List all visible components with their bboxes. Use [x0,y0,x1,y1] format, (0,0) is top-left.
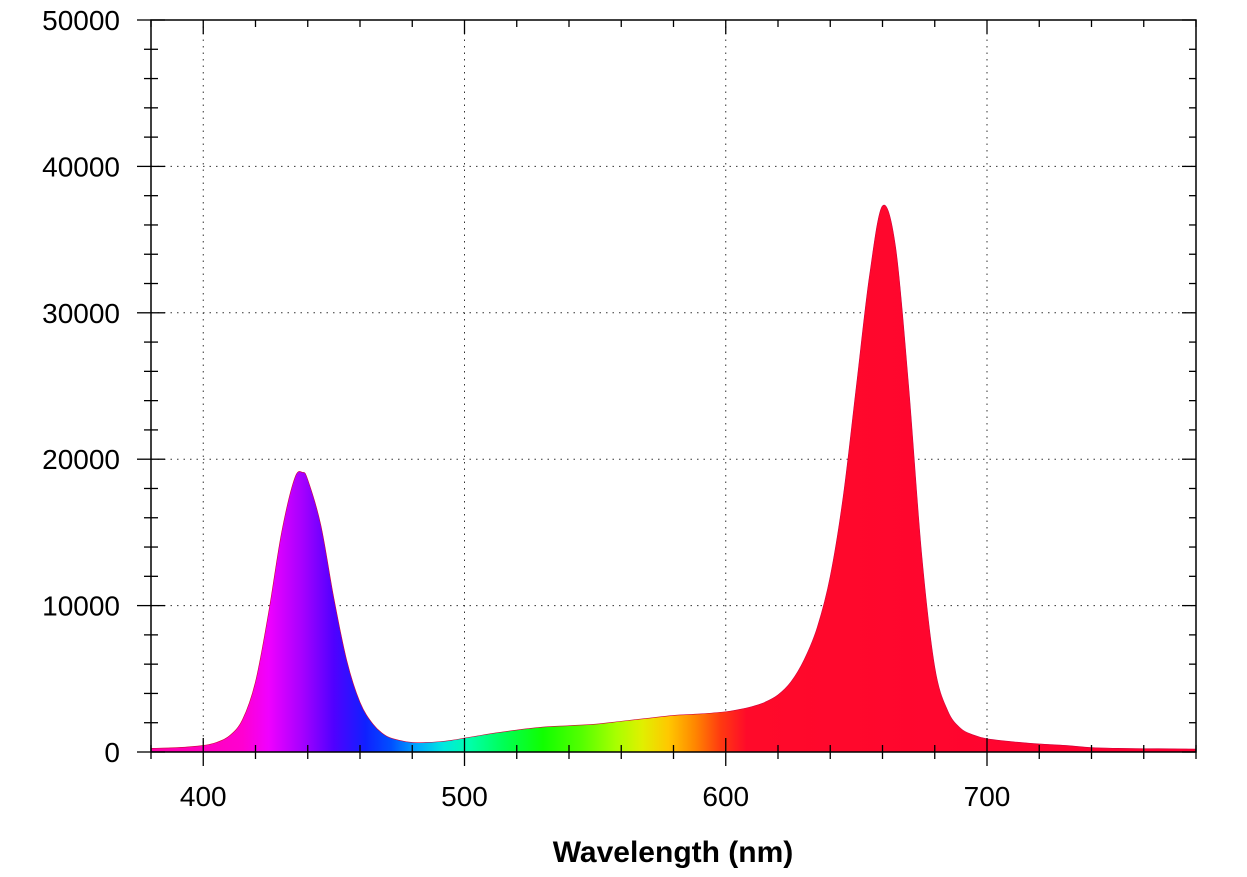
y-tick-labels: 0 10000 20000 30000 40000 50000 [42,5,120,768]
y-tick-label: 20000 [42,444,120,475]
x-tick-label: 600 [702,781,749,812]
y-tick-label: 0 [104,737,120,768]
y-tick-label: 10000 [42,591,120,622]
y-tick-label: 50000 [42,5,120,36]
x-tick-label: 400 [180,781,227,812]
x-tick-labels: 400 500 600 700 [180,781,1010,812]
spectrum-area-layer [151,204,1196,752]
y-tick-label: 30000 [42,298,120,329]
x-tick-label: 500 [441,781,488,812]
spectrum-area [151,204,1196,752]
y-tick-label: 40000 [42,151,120,182]
x-tick-label: 700 [964,781,1011,812]
tick-marks [137,19,1197,766]
x-axis-title: Wavelength (nm) [553,836,794,869]
